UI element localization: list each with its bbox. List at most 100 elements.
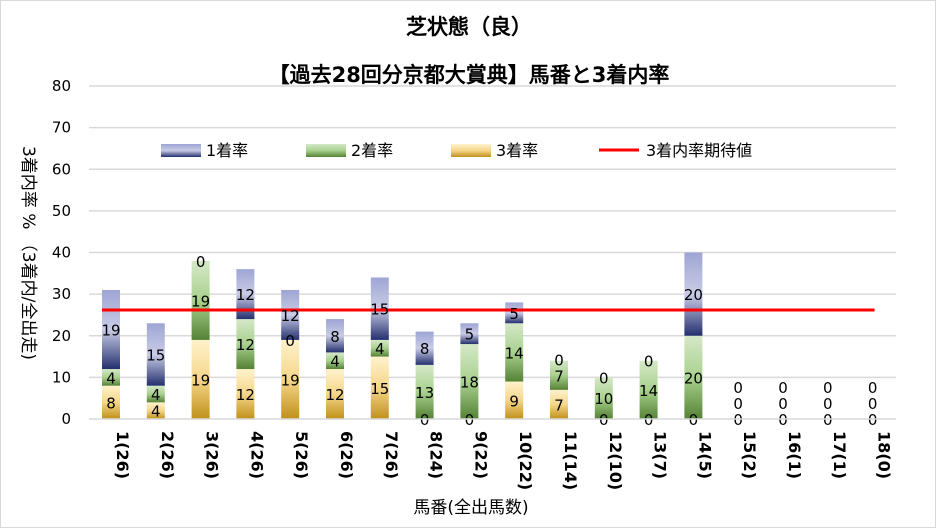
data-label: 0 — [554, 351, 564, 369]
data-label: 0 — [689, 411, 699, 429]
bar-segment — [415, 331, 434, 365]
bar-segment — [191, 339, 210, 419]
bar-segment — [370, 339, 389, 357]
data-label: 14 — [505, 344, 524, 362]
y-axis-label: 3着内率 % （3着内/全出走) — [18, 146, 38, 360]
data-label: 12 — [236, 386, 255, 404]
chart-subtitle: 【過去28回分京都大賞典】馬番と3着内率 — [268, 63, 670, 87]
bar-segment — [460, 323, 479, 345]
data-label: 9 — [509, 392, 519, 410]
x-tick-label: 15(2) — [740, 431, 759, 479]
bar-segment — [236, 319, 255, 370]
x-tick-label: 3(26) — [203, 431, 222, 479]
bar-segment — [550, 360, 568, 390]
bar-segment — [281, 289, 300, 340]
y-tick-label: 10 — [52, 368, 71, 386]
data-label: 0 — [733, 395, 743, 413]
y-tick-label: 50 — [52, 202, 71, 220]
data-label: 13 — [415, 384, 434, 402]
y-tick-label: 30 — [52, 285, 71, 303]
data-label: 0 — [823, 395, 833, 413]
data-label: 0 — [465, 411, 475, 429]
bar-segment — [684, 252, 703, 336]
bar-segment — [415, 364, 434, 419]
data-label: 4 — [106, 369, 116, 387]
data-label: 8 — [420, 340, 430, 358]
bar-segment — [191, 260, 210, 340]
data-label: 14 — [639, 382, 658, 400]
x-tick-label: 12(10) — [606, 431, 625, 490]
data-label: 15 — [146, 346, 165, 364]
legend-label: 3着率 — [496, 141, 538, 160]
bar-segment — [146, 323, 165, 386]
bar-segment — [684, 335, 703, 419]
data-label: 7 — [554, 367, 564, 385]
data-label: 0 — [733, 379, 743, 397]
bar-segment — [326, 319, 344, 353]
data-label: 7 — [554, 396, 564, 414]
data-label: 20 — [684, 369, 703, 387]
data-label: 4 — [151, 386, 161, 404]
legend-swatch — [306, 144, 346, 157]
bar-segment — [281, 339, 300, 419]
data-label: 4 — [330, 353, 340, 371]
x-tick-label: 11(14) — [561, 431, 580, 490]
x-tick-label: 4(26) — [247, 431, 266, 479]
data-label: 5 — [509, 305, 519, 323]
data-label: 0 — [868, 379, 878, 397]
x-tick-label: 6(26) — [337, 431, 356, 479]
data-label: 19 — [191, 371, 210, 389]
bar-segment — [102, 369, 120, 386]
x-tick-label: 1(26) — [113, 431, 132, 479]
x-tick-label: 14(5) — [695, 431, 714, 479]
data-label: 0 — [420, 411, 430, 429]
data-label: 0 — [644, 411, 654, 429]
x-axis-label: 馬番(全出馬数) — [413, 498, 528, 518]
data-label: 19 — [191, 292, 210, 310]
legend-swatch — [161, 144, 201, 157]
data-label: 0 — [778, 379, 788, 397]
x-tick-label: 7(26) — [382, 431, 401, 479]
bar-segment — [236, 269, 255, 320]
data-label: 4 — [151, 403, 161, 421]
data-label: 8 — [330, 328, 340, 346]
x-tick-label: 5(26) — [292, 431, 311, 479]
x-tick-label: 16(1) — [785, 431, 804, 479]
bar-segment — [146, 402, 165, 419]
x-tick-label: 18(0) — [875, 431, 894, 479]
x-tick-label: 2(26) — [158, 431, 177, 479]
data-label: 0 — [733, 411, 743, 429]
data-label: 0 — [868, 411, 878, 429]
data-label: 18 — [460, 374, 479, 392]
bar-segment — [370, 356, 389, 419]
data-label: 4 — [375, 340, 385, 358]
data-label: 0 — [599, 369, 609, 387]
x-tick-label: 13(7) — [651, 431, 670, 479]
data-label: 8 — [106, 394, 116, 412]
x-tick-label: 17(1) — [830, 431, 849, 479]
x-tick-label: 8(24) — [427, 431, 446, 479]
x-tick-label: 9(22) — [471, 431, 490, 479]
bar-segment — [102, 385, 120, 419]
bar-segment — [505, 323, 524, 382]
bar-segment — [146, 385, 165, 403]
data-label: 19 — [281, 371, 300, 389]
data-label: 0 — [644, 353, 654, 371]
bar-segment — [505, 381, 524, 419]
bar-segment — [594, 377, 613, 419]
bar-segment — [326, 352, 344, 370]
legend-swatch — [451, 144, 491, 157]
data-label: 5 — [465, 326, 475, 344]
data-label: 15 — [370, 301, 389, 319]
legend-label: 2着率 — [351, 141, 393, 160]
data-label: 12 — [281, 307, 300, 325]
data-label: 0 — [823, 411, 833, 429]
y-tick-label: 0 — [61, 410, 71, 428]
bar-segment — [505, 302, 524, 324]
bar-segment — [326, 369, 344, 419]
legend-label: 1着率 — [206, 141, 248, 160]
y-tick-label: 40 — [52, 244, 71, 262]
y-tick-label: 60 — [52, 160, 71, 178]
